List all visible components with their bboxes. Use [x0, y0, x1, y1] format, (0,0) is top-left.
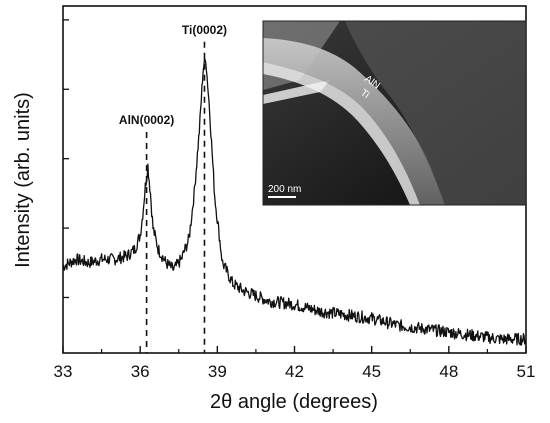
x-tick-label: 45: [362, 362, 381, 381]
y-axis-title: Intensity (arb. units): [12, 92, 34, 268]
y-axis-ticks: [63, 19, 69, 299]
peak-markers: AlN(0002) Ti(0002): [119, 23, 227, 353]
x-axis-title: 2θ angle (degrees): [210, 391, 378, 413]
series-line: [62, 57, 527, 346]
x-tick-label: 48: [439, 362, 458, 381]
x-tick-label: 36: [131, 362, 150, 381]
x-tick-label: 51: [517, 362, 536, 381]
x-tick-label: 39: [208, 362, 227, 381]
peak-label: AlN(0002): [119, 113, 174, 127]
x-tick-label: 42: [285, 362, 304, 381]
sem-inset-image: AlN Ti 200 nm: [262, 20, 527, 206]
x-axis-ticks: 33 36 39 42 45 48 51: [54, 346, 536, 381]
x-tick-label: 33: [54, 362, 73, 381]
peak-label: Ti(0002): [182, 23, 227, 37]
scale-bar-label: 200 nm: [268, 184, 301, 195]
